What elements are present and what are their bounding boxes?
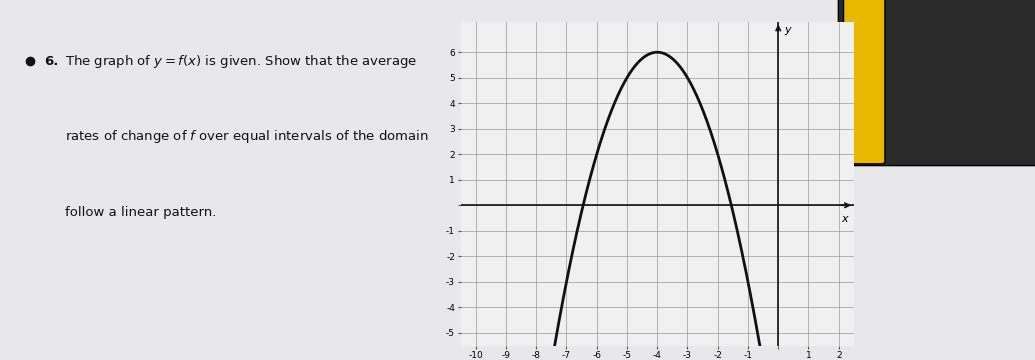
Text: y: y [785, 26, 791, 35]
FancyBboxPatch shape [844, 0, 885, 164]
Text: rates of change of $f$ over equal intervals of the domain: rates of change of $f$ over equal interv… [65, 128, 428, 145]
Text: follow a linear pattern.: follow a linear pattern. [65, 206, 216, 219]
Text: 6.: 6. [45, 55, 59, 68]
Text: x: x [841, 214, 848, 224]
FancyBboxPatch shape [838, 0, 1035, 166]
Text: The graph of $y = f(x)$ is given. Show that the average: The graph of $y = f(x)$ is given. Show t… [65, 53, 417, 70]
